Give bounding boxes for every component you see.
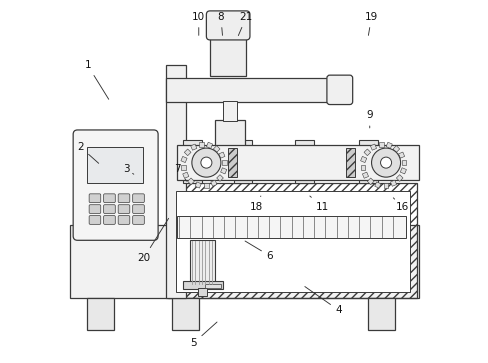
Bar: [400, 168, 406, 174]
FancyBboxPatch shape: [89, 216, 101, 224]
Circle shape: [380, 157, 391, 168]
Bar: [367, 298, 394, 330]
FancyBboxPatch shape: [132, 194, 144, 203]
Bar: [190, 144, 197, 150]
Text: 7: 7: [174, 164, 186, 181]
FancyBboxPatch shape: [132, 216, 144, 224]
FancyBboxPatch shape: [118, 205, 129, 213]
Text: 4: 4: [304, 286, 342, 315]
FancyBboxPatch shape: [89, 205, 101, 213]
Bar: [215, 120, 244, 147]
Bar: [218, 152, 224, 158]
Bar: [363, 149, 370, 156]
Text: 1: 1: [84, 60, 108, 99]
Text: 18: 18: [249, 196, 263, 212]
Text: 19: 19: [364, 12, 377, 35]
FancyBboxPatch shape: [89, 194, 101, 203]
Bar: [190, 240, 215, 285]
Bar: [360, 165, 365, 170]
Bar: [206, 142, 212, 148]
Bar: [220, 168, 226, 174]
Bar: [187, 178, 194, 185]
Bar: [295, 140, 314, 183]
Bar: [70, 225, 418, 298]
FancyBboxPatch shape: [132, 205, 144, 213]
Bar: [181, 165, 185, 170]
Bar: [233, 140, 252, 183]
Circle shape: [191, 148, 221, 177]
Bar: [216, 175, 223, 182]
Text: 2: 2: [77, 142, 99, 163]
Bar: [175, 191, 409, 292]
Bar: [366, 178, 373, 185]
Text: 9: 9: [366, 110, 372, 128]
FancyBboxPatch shape: [118, 194, 129, 203]
Bar: [199, 142, 203, 147]
Bar: [370, 144, 376, 150]
Bar: [401, 160, 406, 165]
Bar: [183, 140, 201, 183]
Bar: [360, 156, 366, 163]
Bar: [210, 180, 217, 186]
Bar: [396, 175, 402, 182]
Bar: [183, 281, 222, 289]
Bar: [166, 78, 347, 102]
Text: 8: 8: [217, 12, 224, 35]
Text: 6: 6: [244, 241, 273, 261]
FancyBboxPatch shape: [103, 205, 115, 213]
Bar: [203, 183, 208, 188]
Bar: [346, 148, 354, 177]
Text: 10: 10: [192, 12, 205, 35]
Bar: [222, 101, 237, 121]
FancyBboxPatch shape: [73, 130, 158, 240]
Bar: [358, 140, 377, 183]
Bar: [168, 183, 416, 298]
FancyBboxPatch shape: [206, 11, 249, 40]
Bar: [209, 15, 246, 76]
Bar: [195, 182, 201, 188]
Bar: [198, 288, 207, 296]
Bar: [177, 216, 405, 238]
Bar: [228, 148, 237, 177]
Bar: [184, 149, 191, 156]
Bar: [213, 146, 220, 152]
Bar: [183, 172, 188, 178]
Bar: [172, 298, 199, 330]
Bar: [392, 146, 399, 152]
Bar: [378, 142, 383, 147]
Bar: [181, 156, 187, 163]
FancyBboxPatch shape: [326, 75, 352, 105]
Text: 20: 20: [137, 218, 168, 263]
Bar: [383, 183, 387, 188]
Bar: [177, 145, 418, 180]
Bar: [398, 152, 404, 158]
Text: 21: 21: [238, 12, 252, 36]
Bar: [86, 147, 142, 183]
Bar: [86, 298, 114, 330]
FancyBboxPatch shape: [118, 216, 129, 224]
Text: 3: 3: [123, 164, 134, 174]
Text: 5: 5: [190, 322, 217, 348]
FancyBboxPatch shape: [103, 216, 115, 224]
Bar: [386, 142, 391, 148]
Circle shape: [201, 157, 211, 168]
Bar: [222, 160, 226, 165]
Bar: [166, 65, 186, 298]
FancyBboxPatch shape: [103, 194, 115, 203]
Bar: [362, 172, 368, 178]
Bar: [390, 180, 396, 186]
Text: 11: 11: [309, 196, 328, 212]
Circle shape: [371, 148, 400, 177]
Bar: [204, 284, 221, 288]
Text: 16: 16: [392, 198, 408, 212]
Bar: [374, 182, 380, 188]
